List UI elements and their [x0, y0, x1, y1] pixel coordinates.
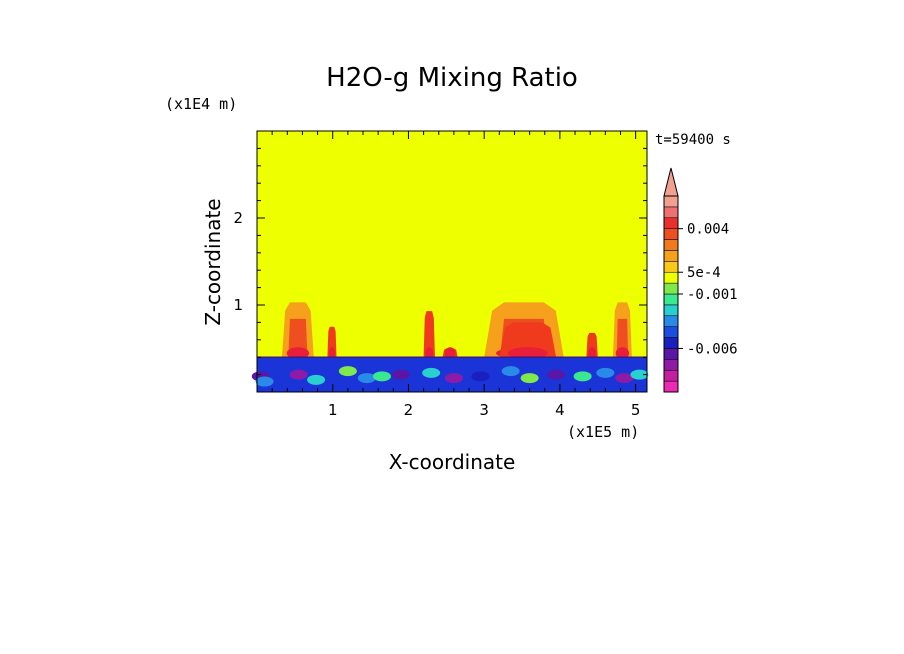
chart-title: H2O-g Mixing Ratio — [326, 63, 578, 93]
plume-base-0 — [286, 347, 310, 360]
boundary-fleck-11 — [501, 366, 520, 377]
x-unit-label: (x1E5 m) — [567, 423, 639, 441]
plume-base-2 — [425, 347, 434, 360]
plume-core-0 — [288, 318, 308, 358]
colorbar-extend-max — [663, 167, 679, 197]
y-tick-label: 2 — [233, 209, 243, 227]
colorbar-band-17 — [663, 195, 679, 208]
colorbar-band-2 — [663, 359, 679, 371]
colorbar-band-14 — [663, 228, 679, 240]
colorbar-band-10 — [663, 271, 679, 284]
boundary-fleck-8 — [422, 367, 441, 378]
colorbar-tick-label: 5e-4 — [687, 265, 721, 281]
y-tick-label: 1 — [233, 296, 243, 314]
x-axis-label: X-coordinate — [389, 450, 516, 474]
colorbar-band-16 — [663, 206, 679, 219]
boundary-fleck-9 — [444, 373, 463, 384]
plot-area — [251, 131, 649, 392]
boundary-fleck-2 — [289, 369, 308, 380]
y-axis-label: Z-coordinate — [201, 198, 225, 325]
boundary-fleck-14 — [573, 371, 592, 382]
x-tick-label: 3 — [479, 401, 489, 419]
boundary-fleck-13 — [547, 369, 566, 380]
plot-frame — [256, 130, 648, 393]
colorbar-band-3 — [663, 348, 679, 360]
colorbar-tick-label: -0.006 — [687, 341, 738, 357]
plume-5 — [499, 322, 557, 358]
colorbar-band-13 — [663, 239, 679, 251]
boundary-fleck-7 — [391, 369, 410, 380]
plume-core-7 — [616, 318, 629, 358]
time-label: t=59400 s — [655, 132, 731, 148]
boundary-fleck-10 — [471, 371, 490, 382]
plume-base-6 — [588, 347, 597, 360]
colorbar-band-15 — [663, 217, 679, 229]
plume-base-1 — [328, 347, 336, 360]
axes: 1 2 3 4 5 1 2 — [233, 130, 648, 419]
colorbar-band-0 — [663, 380, 679, 393]
boundary-fleck-15 — [596, 367, 615, 378]
x-tick-label: 4 — [555, 401, 565, 419]
boundary-fleck-12 — [520, 373, 539, 384]
colorbar-band-11 — [663, 261, 679, 273]
boundary-fleck-16 — [615, 373, 634, 384]
colorbar-tick-label: 0.004 — [687, 222, 729, 238]
x-tick-label: 1 — [328, 401, 338, 419]
x-tick-label: 5 — [631, 401, 641, 419]
colorbar-band-8 — [663, 293, 679, 306]
colorbar-band-4 — [663, 337, 679, 349]
colorbar-band-5 — [663, 326, 679, 338]
boundary-fleck-1 — [255, 376, 274, 387]
colorbar: 0.004 5e-4 -0.001 -0.006 — [663, 167, 738, 393]
y-unit-label: (x1E4 m) — [165, 95, 237, 113]
colorbar-tick-label: -0.001 — [687, 287, 738, 303]
plume-2 — [423, 311, 435, 358]
colorbar-band-9 — [663, 282, 679, 295]
plume-base-7 — [615, 347, 630, 360]
colorbar-band-1 — [663, 369, 679, 382]
colorbar-band-6 — [663, 315, 679, 327]
plume-base-5 — [507, 347, 548, 360]
boundary-fleck-5 — [357, 373, 376, 384]
boundary-fleck-17 — [630, 369, 649, 380]
boundary-fleck-3 — [307, 374, 326, 385]
x-tick-label: 2 — [404, 401, 414, 419]
colorbar-band-12 — [663, 250, 679, 262]
boundary-fleck-4 — [338, 366, 357, 377]
colorbar-band-7 — [663, 304, 679, 317]
plume-base-3 — [444, 347, 456, 360]
boundary-fleck-6 — [372, 371, 391, 382]
